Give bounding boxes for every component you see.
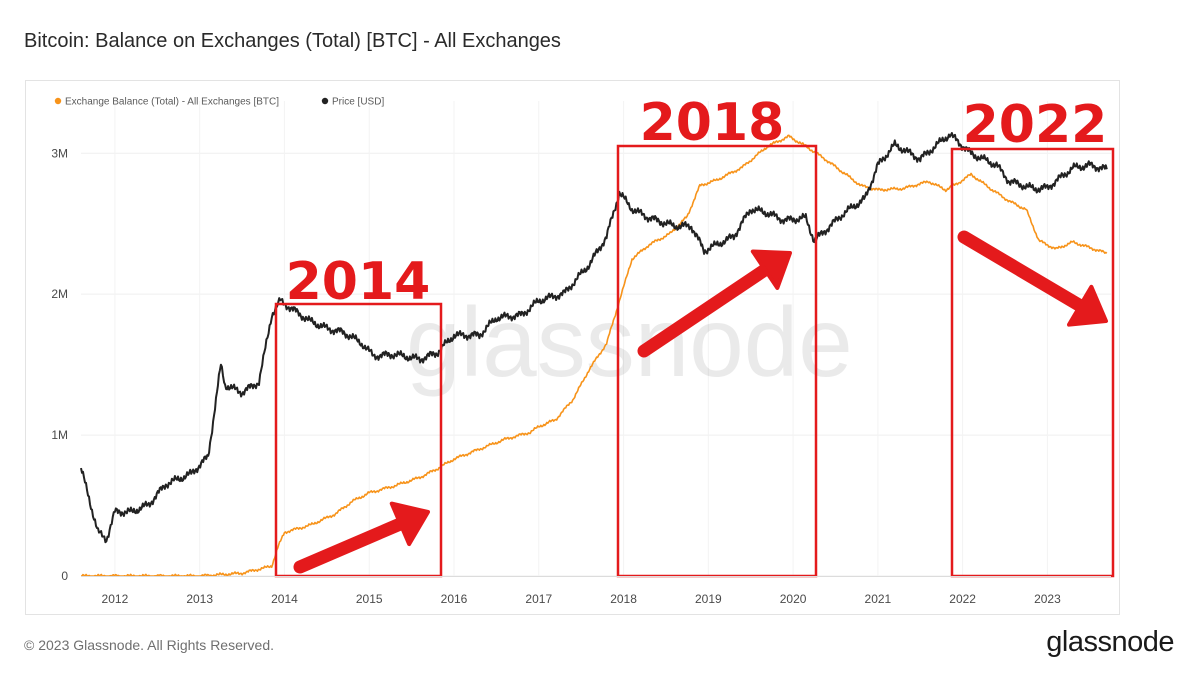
arrow-2018-head xyxy=(750,249,792,290)
x-tick-label: 2018 xyxy=(610,592,637,606)
highlight-year-label: 2018 xyxy=(640,93,785,153)
copyright-text: © 2023 Glassnode. All Rights Reserved. xyxy=(24,637,275,653)
x-tick-label: 2013 xyxy=(186,592,213,606)
highlight-year-label: 2022 xyxy=(963,95,1108,155)
x-tick-label: 2023 xyxy=(1034,592,1061,606)
y-left-tick-label: 2M xyxy=(51,287,68,301)
y-left-tick-label: 0 xyxy=(61,569,68,583)
series-layer xyxy=(80,132,1108,577)
x-tick-label: 2022 xyxy=(949,592,976,606)
legend-label-price[interactable]: Price [USD] xyxy=(332,97,384,108)
legend-label-balance[interactable]: Exchange Balance (Total) - All Exchanges… xyxy=(65,97,279,108)
x-tick-label: 2021 xyxy=(865,592,892,606)
y-left-tick-label: 1M xyxy=(51,428,68,442)
arrow-2018-shaft xyxy=(637,263,772,358)
highlight-year-label: 2014 xyxy=(286,252,431,312)
chart-panel: glassnode 2014 2018 2022 0 1M 2M 3M 2012 2013 20… xyxy=(25,80,1120,615)
arrow-2014-shaft xyxy=(293,517,407,574)
glassnode-logo[interactable]: glassnode xyxy=(1046,626,1174,658)
chart-title: Bitcoin: Balance on Exchanges (Total) [B… xyxy=(24,30,561,52)
grid-layer xyxy=(81,101,1111,577)
x-tick-label: 2016 xyxy=(441,592,468,606)
axis-layer: 0 1M 2M 3M 2012 2013 2014 2015 2016 2017 2018 2019 2… xyxy=(51,146,1111,606)
chart-svg: glassnode 2014 2018 2022 0 1M 2M 3M 2012 2013 20… xyxy=(51,93,1115,606)
annotation-layer: 2014 2018 2022 xyxy=(274,93,1115,578)
arrow-2022-shaft xyxy=(957,230,1087,313)
x-tick-label: 2017 xyxy=(525,592,552,606)
x-tick-label: 2020 xyxy=(780,592,807,606)
y-left-tick-label: 3M xyxy=(51,146,68,160)
legend-marker-balance xyxy=(54,97,62,105)
arrow-2014-head xyxy=(389,501,430,547)
x-tick-label: 2014 xyxy=(271,592,298,606)
highlight-box-2022 xyxy=(950,147,1115,578)
arrow-2022-head xyxy=(1066,284,1108,327)
series-line-balance xyxy=(81,134,1108,577)
watermark-text: glassnode xyxy=(406,287,853,397)
legend[interactable]: Exchange Balance (Total) - All Exchanges… xyxy=(54,97,385,108)
legend-marker-price xyxy=(321,97,329,105)
x-tick-label: 2015 xyxy=(356,592,383,606)
x-tick-label: 2019 xyxy=(695,592,722,606)
x-tick-label: 2012 xyxy=(102,592,129,606)
series-line-price xyxy=(80,132,1108,544)
